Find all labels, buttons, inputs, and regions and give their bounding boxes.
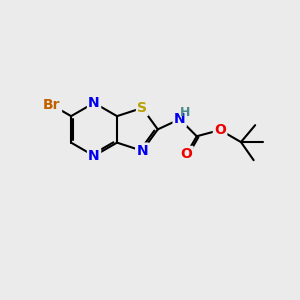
- Text: O: O: [181, 147, 192, 161]
- Text: H: H: [180, 106, 190, 119]
- Text: N: N: [136, 144, 148, 158]
- Text: N: N: [174, 112, 185, 126]
- Text: S: S: [137, 101, 147, 115]
- Text: N: N: [88, 149, 100, 163]
- Text: Br: Br: [43, 98, 61, 112]
- Text: O: O: [214, 123, 226, 137]
- Text: N: N: [88, 96, 100, 110]
